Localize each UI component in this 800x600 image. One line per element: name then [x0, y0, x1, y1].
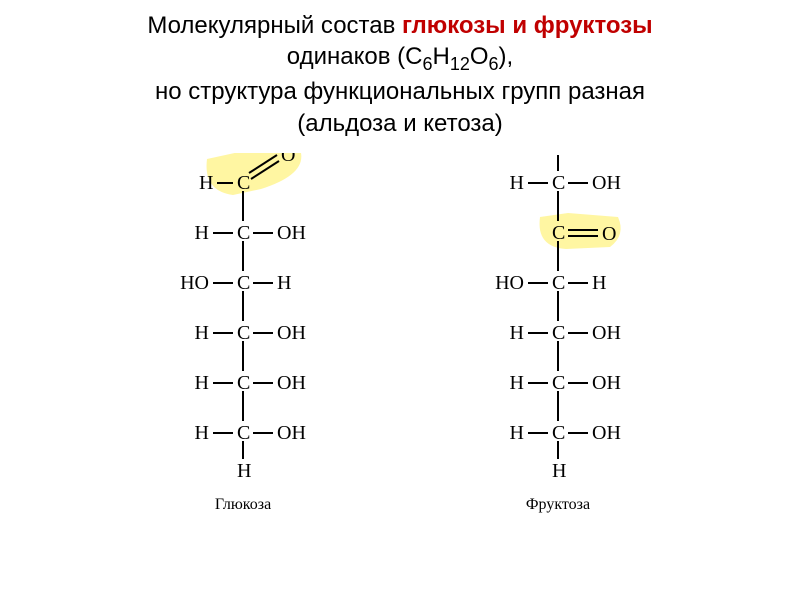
fructose-structure: CHOHHCOCHOHCHOHCHOHCHOHHФруктоза — [468, 153, 648, 553]
svg-text:OH: OH — [592, 172, 621, 194]
svg-text:C: C — [552, 322, 565, 344]
svg-text:H: H — [194, 422, 208, 444]
svg-text:H: H — [509, 422, 523, 444]
svg-text:H: H — [199, 172, 213, 194]
svg-text:C: C — [237, 372, 250, 394]
svg-text:H: H — [194, 222, 208, 244]
svg-text:C: C — [237, 322, 250, 344]
heading-line-3: но структура функциональных групп разная — [30, 76, 770, 107]
svg-text:HO: HO — [180, 272, 209, 294]
svg-text:OH: OH — [277, 322, 306, 344]
heading-line-2: одинаков (С6Н12О6), — [30, 41, 770, 76]
svg-text:C: C — [237, 222, 250, 244]
svg-text:H: H — [237, 460, 251, 482]
svg-text:C: C — [552, 372, 565, 394]
svg-text:H: H — [552, 153, 566, 156]
svg-text:OH: OH — [592, 372, 621, 394]
heading-line-1: Молекулярный состав глюкозы и фруктозы — [30, 10, 770, 41]
svg-text:H: H — [509, 322, 523, 344]
molecules-row: CHOCHOHCHOHCHOHCHOHCHOHHГлюкоза CHOHHCOC… — [0, 153, 800, 553]
svg-text:H: H — [277, 272, 291, 294]
svg-text:OH: OH — [592, 322, 621, 344]
svg-text:OH: OH — [277, 372, 306, 394]
heading-pre: Молекулярный состав — [147, 12, 402, 39]
heading-line-4: (альдоза и кетоза) — [30, 108, 770, 139]
svg-text:O: O — [602, 223, 616, 245]
svg-text:OH: OH — [277, 422, 306, 444]
svg-text:C: C — [552, 422, 565, 444]
svg-text:OH: OH — [277, 222, 306, 244]
svg-text:C: C — [237, 172, 250, 194]
heading: Молекулярный состав глюкозы и фруктозы о… — [0, 0, 800, 147]
svg-text:Фруктоза: Фруктоза — [525, 496, 589, 513]
svg-text:H: H — [194, 322, 208, 344]
svg-text:C: C — [237, 272, 250, 294]
svg-text:H: H — [552, 460, 566, 482]
svg-text:O: O — [281, 153, 295, 166]
heading-highlight: глюкозы и фруктозы — [402, 12, 653, 39]
svg-text:C: C — [552, 272, 565, 294]
svg-text:H: H — [509, 372, 523, 394]
svg-text:OH: OH — [592, 422, 621, 444]
svg-text:C: C — [552, 172, 565, 194]
svg-text:H: H — [194, 372, 208, 394]
svg-text:Глюкоза: Глюкоза — [214, 496, 270, 513]
svg-text:H: H — [509, 172, 523, 194]
glucose-structure: CHOCHOHCHOHCHOHCHOHCHOHHГлюкоза — [153, 153, 333, 553]
svg-text:HO: HO — [495, 272, 524, 294]
svg-text:H: H — [592, 272, 606, 294]
svg-text:C: C — [552, 222, 565, 244]
svg-text:C: C — [237, 422, 250, 444]
